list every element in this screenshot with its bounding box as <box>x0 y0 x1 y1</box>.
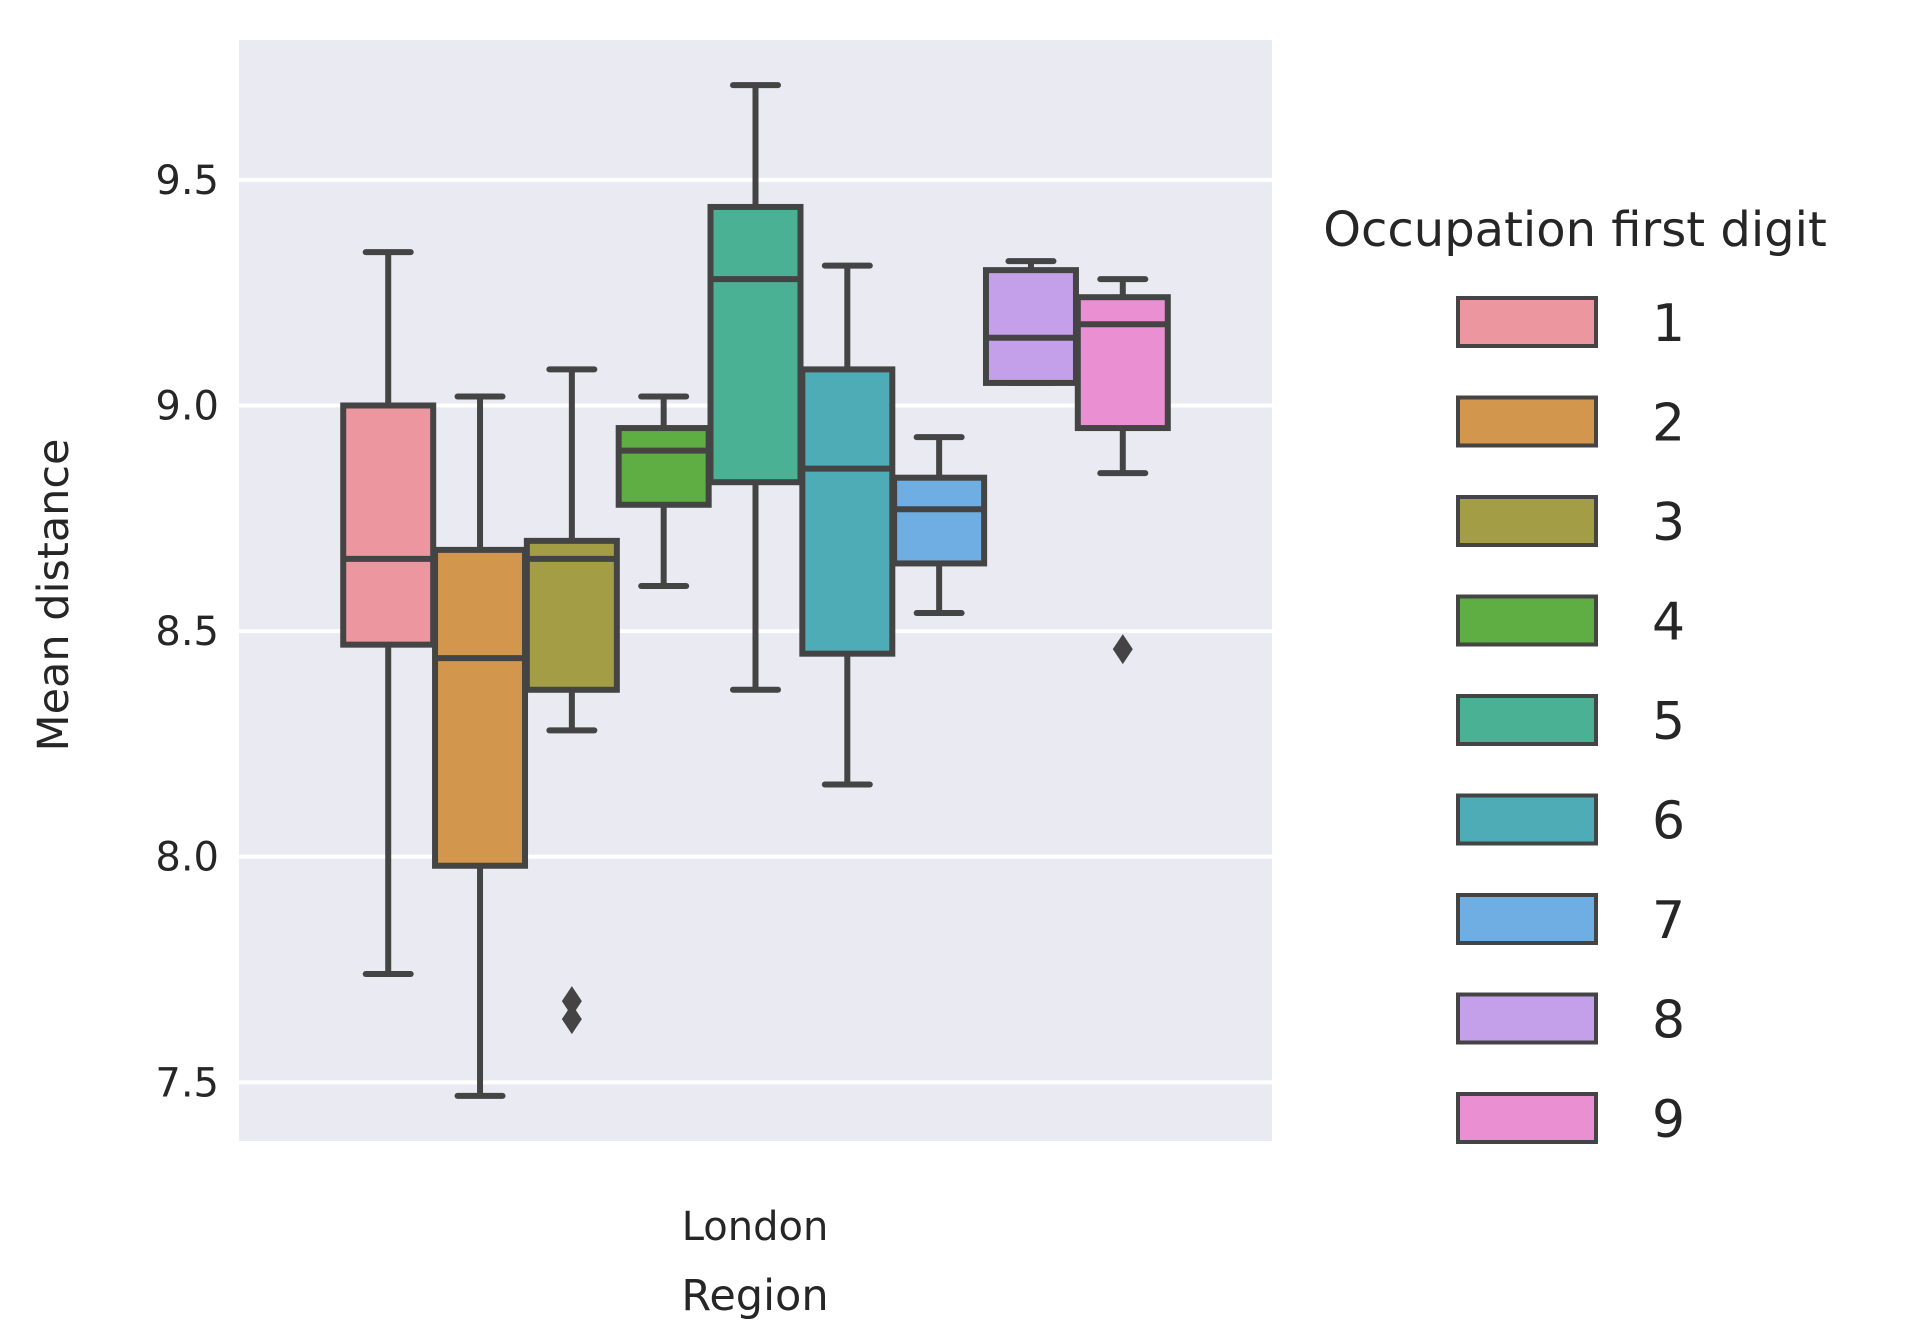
legend-label: 3 <box>1652 493 1685 553</box>
legend-swatch <box>1456 296 1598 348</box>
legend-title: Occupation first digit <box>1323 202 1827 258</box>
legend-item-6: 6 <box>1456 792 1685 852</box>
legend-label: 4 <box>1652 593 1685 653</box>
legend-swatch <box>1456 893 1598 945</box>
legend-label: 2 <box>1652 394 1685 454</box>
box-group-5 <box>707 82 804 693</box>
box-iqr <box>1074 294 1171 432</box>
legend-item-8: 8 <box>1456 991 1685 1051</box>
y-tick-label: 7.5 <box>155 1060 219 1106</box>
box-iqr <box>432 546 529 869</box>
legend-swatch <box>1456 495 1598 547</box>
legend-item-5: 5 <box>1456 692 1685 752</box>
legend-label: 6 <box>1652 792 1685 852</box>
legend-swatch <box>1456 992 1598 1045</box>
legend: 1 2 3 4 5 6 7 8 9 <box>1456 294 1685 1150</box>
y-axis-label: Mean distance <box>29 438 79 751</box>
legend-label: 7 <box>1652 891 1685 951</box>
legend-swatch <box>1456 793 1598 846</box>
box-group-8 <box>982 258 1079 386</box>
x-axis-label: Region <box>681 1271 828 1321</box>
box-iqr <box>523 537 620 693</box>
box-iqr <box>799 366 896 657</box>
y-tick-label: 9.5 <box>155 158 219 204</box>
legend-item-1: 1 <box>1456 294 1685 354</box>
legend-item-2: 2 <box>1456 394 1685 454</box>
outlier-point <box>1112 634 1133 665</box>
box-group-3 <box>523 366 620 1035</box>
legend-label: 8 <box>1652 991 1685 1051</box>
legend-item-4: 4 <box>1456 593 1685 653</box>
box-group-2 <box>432 393 529 1099</box>
box-group-7 <box>891 434 988 617</box>
outlier-point <box>561 986 582 1017</box>
legend-label: 5 <box>1652 692 1685 752</box>
y-tick-labels: 7.5 8.0 8.5 9.0 9.5 <box>155 158 219 1106</box>
legend-swatch <box>1456 1092 1598 1144</box>
y-tick-label: 8.5 <box>155 609 219 655</box>
y-tick-label: 8.0 <box>155 835 219 881</box>
y-tick-label: 9.0 <box>155 383 219 429</box>
legend-item-7: 7 <box>1456 891 1685 951</box>
legend-swatch <box>1456 594 1598 647</box>
box-iqr <box>615 425 712 508</box>
x-tick-label: London <box>682 1204 829 1250</box>
legend-item-9: 9 <box>1456 1090 1685 1150</box>
legend-swatch <box>1456 694 1598 746</box>
box-group-9 <box>1074 276 1171 665</box>
legend-label: 1 <box>1652 294 1685 354</box>
outlier-point <box>561 1004 582 1035</box>
legend-label: 9 <box>1652 1090 1685 1150</box>
box-iqr <box>982 267 1079 386</box>
legend-swatch <box>1456 395 1598 448</box>
box-iqr <box>891 474 988 567</box>
legend-item-3: 3 <box>1456 493 1685 553</box>
box-group-4 <box>615 393 712 589</box>
box-group-1 <box>340 249 437 978</box>
box-iqr <box>340 402 437 648</box>
boxes <box>340 82 1171 1099</box>
box-iqr <box>707 203 804 486</box>
